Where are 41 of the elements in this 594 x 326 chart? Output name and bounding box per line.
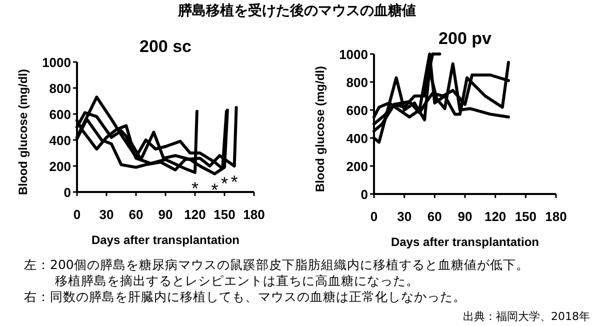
- x-tick-label: 0: [73, 207, 81, 222]
- source-note: 出典：福岡大学、2018年: [463, 310, 590, 323]
- x-tick-label: 30: [397, 209, 412, 224]
- annotation: *: [220, 173, 228, 194]
- chart-title: 200 pv: [438, 29, 492, 48]
- x-tick-label: 60: [128, 207, 144, 222]
- x-tick-label: 180: [243, 207, 265, 222]
- x-tick-label: 150: [214, 207, 236, 222]
- y-tick-label: 800: [346, 75, 368, 90]
- y-tick-label: 200: [49, 159, 71, 174]
- text: 右：同数の膵島を肝臓内に移植しても、マウスの血糖は正常化しなかった。: [24, 289, 466, 304]
- x-tick-label: 120: [184, 207, 206, 222]
- annotation: *: [191, 178, 199, 198]
- chart-title: 200 sc: [140, 37, 192, 56]
- y-axis-title: Blood glucose (mg/dl): [313, 66, 327, 192]
- annotation: *: [211, 180, 218, 200]
- x-tick-label: 150: [514, 209, 537, 224]
- text: 膵島移植を受けた後のマウスの血糖値: [177, 2, 416, 19]
- y-tick-label: 200: [346, 159, 368, 174]
- y-tick-label: 400: [346, 131, 368, 146]
- x-tick-label: 60: [427, 209, 442, 224]
- x-axis-title: Days after transplantation: [91, 233, 240, 247]
- x-tick-label: 120: [484, 209, 506, 224]
- x-tick-label: 0: [370, 209, 378, 224]
- x-tick-label: 90: [158, 207, 173, 222]
- y-tick-label: 1000: [339, 47, 368, 62]
- x-axis-title: Days after transplantation: [390, 235, 540, 249]
- annotation: *: [230, 172, 238, 192]
- y-tick-label: 1000: [42, 55, 71, 70]
- y-tick-label: 800: [49, 81, 71, 96]
- y-tick-label: 600: [49, 107, 71, 122]
- text: 移植膵島を摘出するとレシピエントは直ちに高血糖になった。: [55, 273, 419, 288]
- y-axis-title: Blood glucose (mg/dl): [16, 69, 30, 195]
- y-tick-label: 400: [49, 133, 71, 148]
- x-tick-label: 90: [458, 209, 472, 224]
- x-tick-label: 180: [545, 209, 567, 224]
- y-tick-label: 0: [64, 185, 71, 200]
- text: 左：200個の膵島を糖尿病マウスの鼠蹊部皮下脂肪組織内に移植すると血糖値が低下。: [24, 257, 529, 272]
- y-tick-label: 0: [360, 187, 368, 202]
- x-tick-label: 30: [99, 207, 114, 222]
- y-tick-label: 600: [346, 103, 368, 118]
